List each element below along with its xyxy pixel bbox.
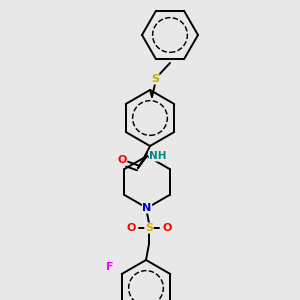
Text: NH: NH — [149, 151, 167, 161]
Text: O: O — [117, 155, 127, 165]
Text: S: S — [151, 74, 159, 84]
Text: S: S — [145, 223, 153, 233]
Text: O: O — [126, 223, 136, 233]
Text: F: F — [106, 262, 113, 272]
Text: O: O — [162, 223, 172, 233]
Text: N: N — [142, 203, 152, 213]
